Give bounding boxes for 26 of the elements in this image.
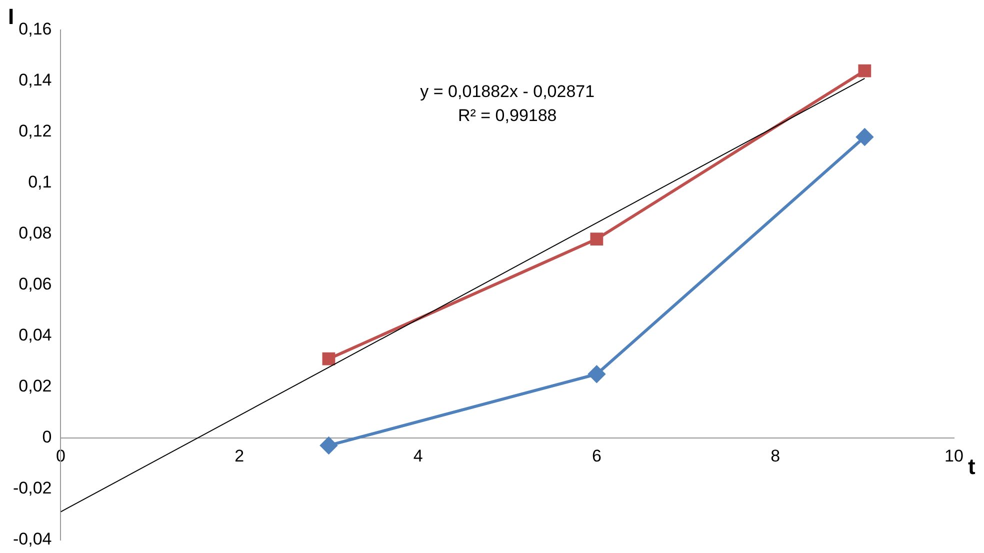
x-tick-label: 8 <box>770 446 780 466</box>
x-tick-label: 10 <box>944 446 964 466</box>
point <box>590 232 604 246</box>
x-tick-label: 2 <box>234 446 244 466</box>
annotation: y = 0,01882x - 0,02871 <box>420 82 595 102</box>
point <box>322 352 336 366</box>
y-tick-label: -0,02 <box>13 478 52 498</box>
annotation: R² = 0,99188 <box>458 106 557 126</box>
y-tick-label: 0,04 <box>18 326 52 345</box>
y-tick-label: 0,08 <box>18 224 52 243</box>
y-tick-label: 0,06 <box>18 274 52 294</box>
x-axis-title: t <box>968 454 976 479</box>
point <box>588 366 606 383</box>
y-tick-label: 0,16 <box>18 20 52 39</box>
x-tick-label: 4 <box>413 446 423 466</box>
y-axis-title: I <box>8 4 14 30</box>
y-tick-label: 0,1 <box>28 172 52 192</box>
y-tick-label: 0,12 <box>18 122 52 141</box>
point <box>858 64 872 78</box>
y-tick-label: 0,02 <box>18 376 52 396</box>
x-tick-label: 6 <box>592 446 602 466</box>
y-tick-label: -0,04 <box>13 529 52 548</box>
point <box>320 436 338 454</box>
point <box>856 128 874 146</box>
y-tick-label: 0,14 <box>18 70 52 90</box>
y-tick-label: 0 <box>42 428 52 447</box>
